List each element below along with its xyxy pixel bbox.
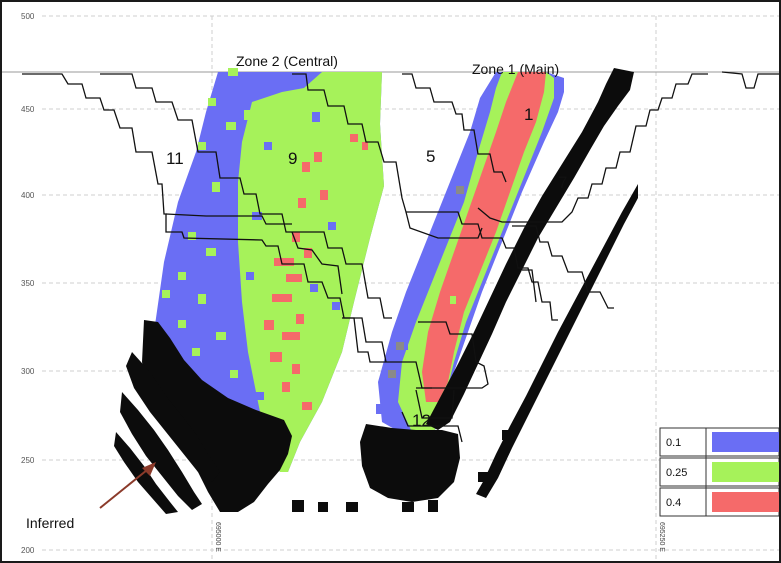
y-tick-label: 200 [21,546,35,555]
stope-outlines [22,71,779,443]
y-tick-label: 400 [21,191,35,200]
grade-legend: 0.1 0.25 0.4 [659,427,779,520]
legend-label: 0.4 [666,497,681,509]
inferred-blocks [114,68,638,514]
y-tick-label: 500 [21,12,35,21]
stope-label-11: 11 [166,149,184,168]
zone-label-central: Zone 2 (Central) [236,53,338,69]
legend-swatch [712,432,779,452]
inferred-arrow-line [99,465,153,509]
y-tick-label: 300 [21,367,35,376]
inferred-arrowhead-icon [142,462,156,476]
y-tick-label: 350 [21,279,35,288]
easting-label: 695000 E [214,522,221,552]
legend-label: 0.1 [666,437,681,449]
central-zone-orebody [154,68,384,472]
y-tick-label: 450 [21,105,35,114]
stope-label-12: 12 [412,411,431,430]
legend-swatch [712,492,779,512]
stope-label-7: 7 [558,173,567,192]
stope-label-5: 5 [426,147,435,166]
stope-label-1: 1 [524,105,533,124]
easting-label: 695250 E [658,522,665,552]
legend-swatch [712,462,779,482]
zone-label-main: Zone 1 (Main) [472,61,559,77]
main-zone-orebody [376,72,564,438]
legend-label: 0.25 [666,467,687,479]
y-tick-label: 250 [21,456,35,465]
stope-label-9: 9 [288,149,297,168]
inferred-label: Inferred [26,515,74,531]
